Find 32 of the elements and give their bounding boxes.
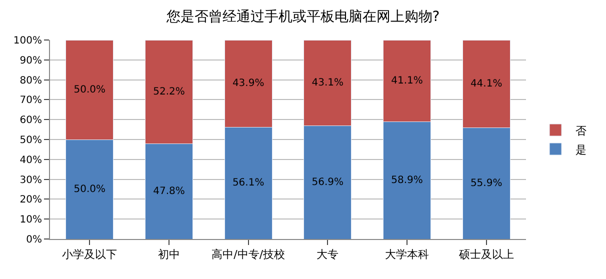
data-label: 55.9% [470, 178, 502, 189]
data-label: 44.1% [470, 78, 502, 90]
y-tick-label: 30% [20, 174, 42, 186]
legend-label: 否 [576, 124, 587, 138]
y-tick-label: 50% [20, 135, 42, 146]
data-label: 43.9% [232, 78, 264, 90]
y-tick-label: 70% [20, 95, 42, 106]
y-tick-label: 90% [20, 55, 42, 66]
x-tick-label: 大专 [316, 248, 339, 262]
x-tick-label: 高中/中专/技校 [212, 248, 286, 262]
x-tick-label: 硕士及以上 [458, 248, 514, 262]
data-label: 50.0% [74, 84, 106, 96]
data-label: 56.1% [232, 178, 264, 189]
data-label: 56.9% [312, 176, 344, 188]
data-label: 50.0% [74, 184, 106, 195]
y-tick-label: 100% [13, 36, 42, 46]
data-label: 52.2% [153, 86, 185, 98]
x-tick-label: 小学及以下 [62, 248, 118, 262]
chart-title: 您是否曾经通过手机或平板电脑在网上购物? [165, 8, 440, 25]
y-tick-label: 0% [26, 234, 42, 246]
x-tick-label: 大学本科 [385, 248, 429, 262]
y-tick-label: 60% [20, 115, 42, 126]
y-tick-label: 20% [20, 194, 42, 206]
data-label: 47.8% [153, 186, 185, 197]
data-label: 43.1% [312, 77, 344, 88]
y-tick-label: 40% [20, 154, 42, 166]
y-tick-label: 80% [20, 75, 42, 86]
y-tick-label: 10% [20, 214, 42, 226]
legend-label: 是 [576, 143, 587, 156]
data-label: 41.1% [391, 75, 423, 86]
x-tick-label: 初中 [158, 248, 180, 262]
data-label: 58.9% [391, 174, 423, 186]
